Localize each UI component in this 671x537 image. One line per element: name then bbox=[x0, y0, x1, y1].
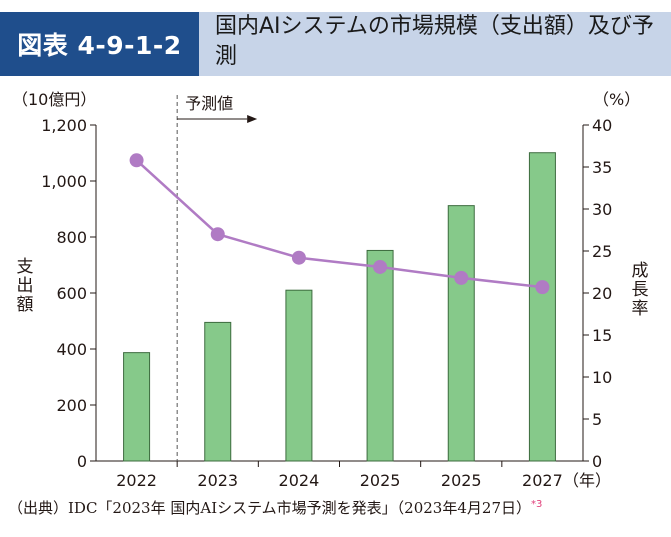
bar bbox=[204, 321, 232, 462]
forecast-label: 予測値 bbox=[185, 94, 233, 113]
growth-rate-point bbox=[291, 250, 306, 265]
bar bbox=[366, 249, 394, 462]
source-note: （出典）IDC「2023年 国内AIシステム市場予測を発表」（2023年4月27… bbox=[8, 497, 542, 518]
bar bbox=[285, 289, 313, 462]
chart-title: 国内AIシステムの市場規模（支出額）及び予測 bbox=[215, 14, 654, 69]
right-axis-label: 成長率 bbox=[631, 261, 649, 319]
right-tick-label: 35 bbox=[592, 158, 612, 177]
left-tick-label: 400 bbox=[56, 340, 87, 359]
right-axis-unit: （%） bbox=[593, 90, 641, 109]
x-tick-label: 2023 bbox=[197, 471, 238, 490]
title-background bbox=[199, 12, 671, 76]
growth-rate-point bbox=[535, 280, 550, 295]
left-tick-label: 1,200 bbox=[41, 116, 87, 135]
growth-rate-point bbox=[373, 259, 388, 274]
right-tick-label: 30 bbox=[592, 200, 612, 219]
bar bbox=[123, 352, 151, 462]
left-tick-label: 200 bbox=[56, 396, 87, 415]
forecast-arrow-head bbox=[247, 115, 258, 123]
chart-header: 図表 4-9-1-2 国内AIシステムの市場規模（支出額）及び予測 bbox=[0, 0, 671, 76]
left-tick-label: 600 bbox=[56, 284, 87, 303]
left-tick-label: 1,000 bbox=[41, 172, 87, 191]
x-axis-unit: （年） bbox=[563, 471, 611, 490]
right-tick-label: 5 bbox=[592, 410, 602, 429]
left-axis-unit: （10億円） bbox=[12, 90, 97, 109]
bar bbox=[447, 205, 475, 462]
growth-rate-point bbox=[210, 227, 225, 242]
x-tick-label: 2024 bbox=[279, 471, 320, 490]
bar bbox=[528, 152, 556, 462]
right-tick-label: 10 bbox=[592, 368, 612, 387]
x-tick-label: 2025 bbox=[360, 471, 401, 490]
growth-rate-point bbox=[129, 153, 144, 168]
source-text: （出典）IDC「2023年 国内AIシステム市場予測を発表」（2023年4月27… bbox=[8, 499, 531, 517]
right-tick-label: 20 bbox=[592, 284, 612, 303]
right-tick-label: 15 bbox=[592, 326, 612, 345]
growth-rate-point bbox=[454, 270, 469, 285]
x-tick-label: 2025 bbox=[441, 471, 482, 490]
x-tick-label: 2022 bbox=[116, 471, 157, 490]
right-tick-label: 0 bbox=[592, 452, 602, 471]
footnote-marker: *3 bbox=[531, 499, 543, 510]
right-tick-label: 40 bbox=[592, 116, 612, 135]
left-axis-label: 支出額 bbox=[16, 257, 34, 315]
left-tick-label: 800 bbox=[56, 228, 87, 247]
growth-rate-line bbox=[135, 159, 543, 289]
figure-number-badge: 図表 4-9-1-2 bbox=[0, 12, 199, 76]
right-tick-label: 25 bbox=[592, 242, 612, 261]
left-tick-label: 0 bbox=[77, 452, 87, 471]
x-tick-label: 2027 bbox=[522, 471, 563, 490]
